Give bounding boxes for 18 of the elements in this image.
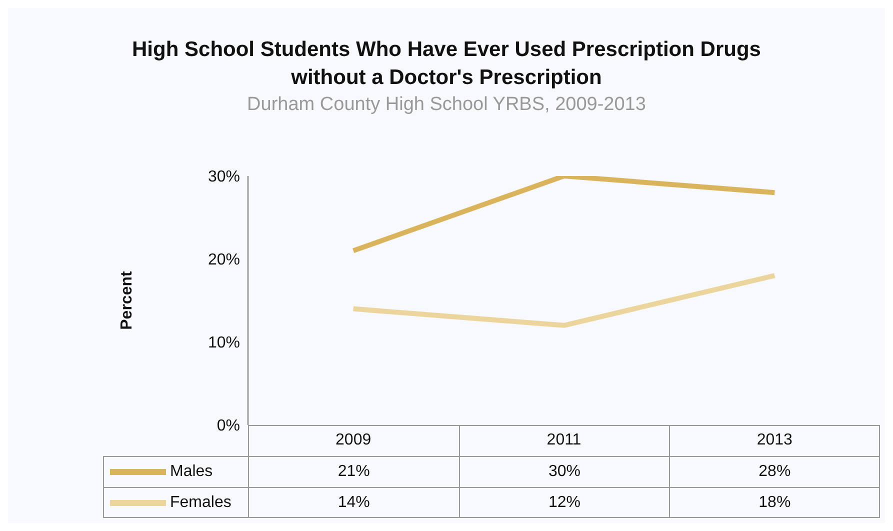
y-tick-label: 0% <box>216 418 240 435</box>
y-axis-title: Percent <box>118 270 136 330</box>
x-tick-label: 2013 <box>756 431 793 448</box>
data-label: 12% <box>458 487 670 518</box>
chart-title: High School Students Who Have Ever Used Prescription Drugs without a Doctor's Prescription <box>131 37 762 91</box>
data-label: 21% <box>248 456 459 487</box>
y-tick-label: 10% <box>208 334 240 352</box>
data-label: 30% <box>458 456 670 487</box>
data-label: 14% <box>248 487 459 518</box>
legend-label: Males <box>170 463 213 481</box>
data-label: 18% <box>669 487 880 518</box>
chart-subtitle: Durham County High School YRBS, 2009-2013 <box>246 94 647 116</box>
x-tick-label: 2009 <box>336 431 372 448</box>
y-tick-label: 20% <box>208 252 240 269</box>
x-tick-label: 2011 <box>546 431 582 448</box>
data-label: 28% <box>669 456 880 487</box>
y-tick-label: 30% <box>208 168 240 186</box>
legend-label: Females <box>170 494 232 512</box>
